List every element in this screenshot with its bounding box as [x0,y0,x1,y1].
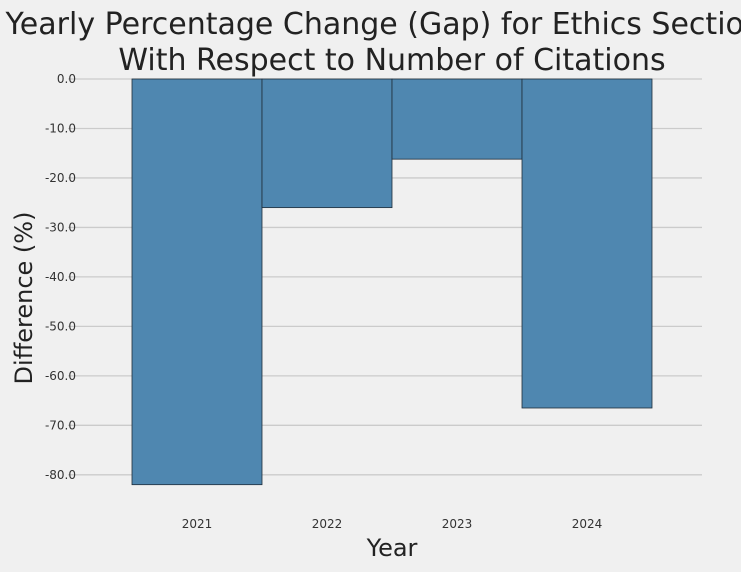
x-tick-label: 2024 [572,517,603,531]
bar-2023 [391,78,523,160]
y-tick-label: -80.0 [45,468,76,482]
y-tick-label: -70.0 [45,418,76,432]
chart-title-line-1: Yearly Percentage Change (Gap) for Ethic… [4,7,741,42]
y-tick-label: 0.0 [57,72,76,86]
y-axis-label: Difference (%) [10,212,38,385]
y-tick-label: -50.0 [45,319,76,333]
x-tick-label: 2021 [182,517,213,531]
bar-2022 [261,78,393,209]
y-tick-labels: 0.0 -10.0 -20.0 -30.0 -40.0 -50.0 -60.0 -70.0 -8… [45,72,76,482]
y-tick-label: -30.0 [45,220,76,234]
x-tick-labels: 2021 2022 2023 2024 [182,517,603,531]
y-tick-label: -60.0 [45,369,76,383]
x-axis-label: Year [366,534,418,562]
y-tick-label: -40.0 [45,270,76,284]
bars [131,78,653,486]
y-tick-label: -20.0 [45,171,76,185]
bar-2021 [131,78,263,486]
chart-title-line-2: With Respect to Number of Citations [118,43,665,78]
bar-2024 [521,78,653,409]
x-tick-label: 2023 [442,517,473,531]
x-tick-label: 2022 [312,517,343,531]
y-tick-label: -10.0 [45,121,76,135]
